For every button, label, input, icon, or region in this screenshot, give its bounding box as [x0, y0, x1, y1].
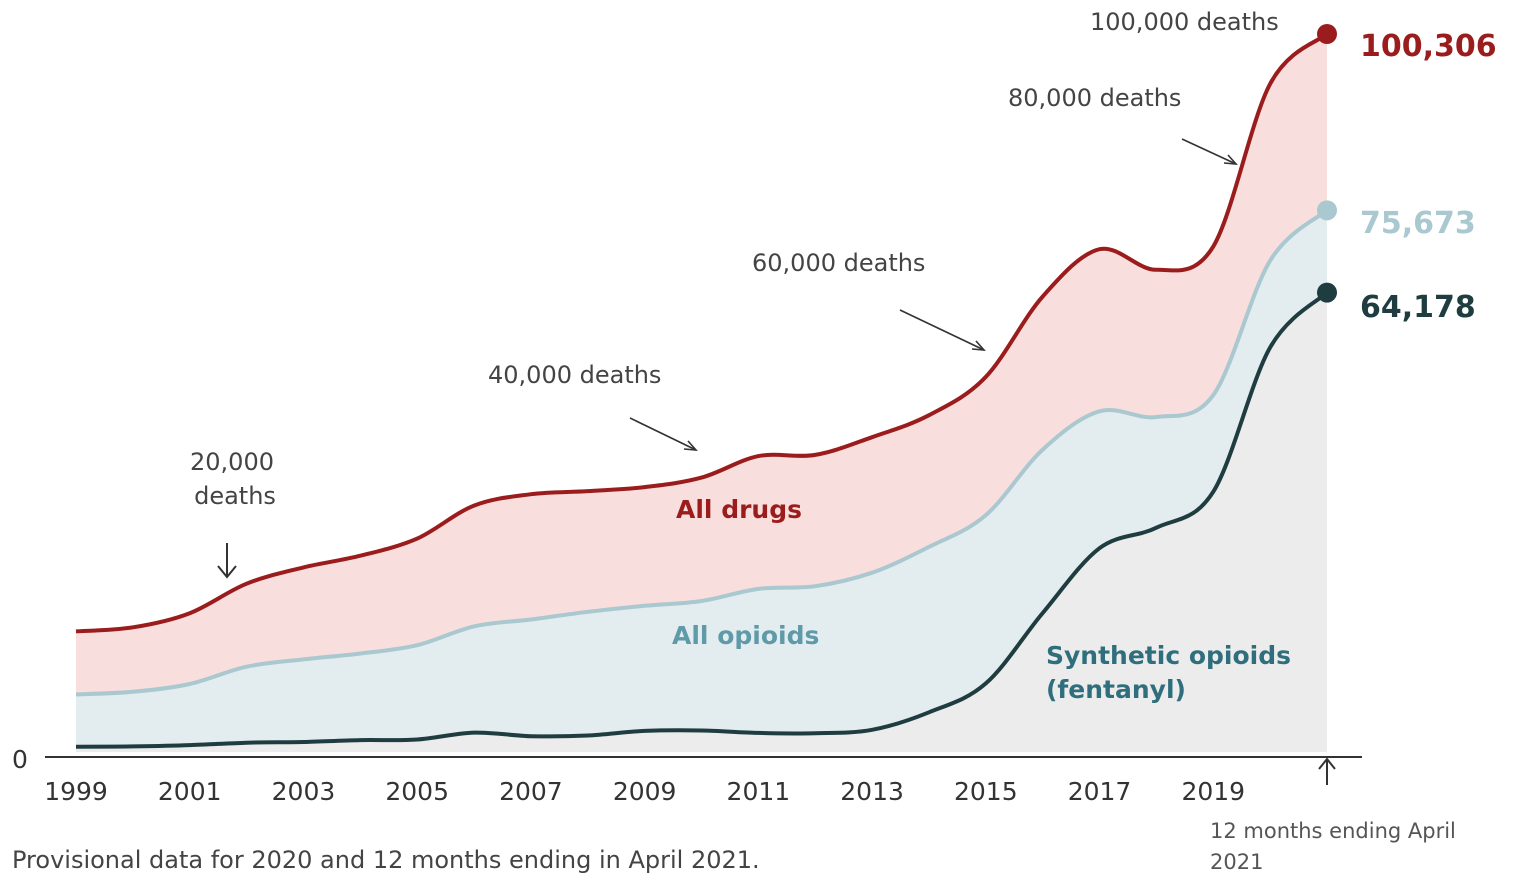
annotation-60k-arrow — [899, 309, 986, 351]
end-label-all-drugs: 100,306 — [1360, 29, 1497, 64]
x-axis: 0 — [12, 745, 1362, 774]
x-tick-label-2015: 2015 — [954, 777, 1018, 806]
series-label-all-drugs: All drugs — [676, 495, 802, 524]
line-all-drugs — [75, 32, 1329, 634]
series-label-synthetic-line1: Synthetic opioids — [1046, 641, 1291, 670]
annotation-20k-arrow — [217, 543, 237, 579]
end-point-all-drugs — [1317, 24, 1337, 44]
area-all-opioids — [76, 210, 1327, 753]
x-tick-label-2005: 2005 — [385, 777, 449, 806]
x-tick-label-2017: 2017 — [1068, 777, 1132, 806]
x-tick-label-2019: 2019 — [1181, 777, 1245, 806]
end-note-arrow — [1318, 757, 1336, 785]
annotation-100k: 100,000 deaths — [1090, 8, 1279, 36]
annotation-80k-arrow — [1181, 138, 1238, 165]
area-synthetic-opioids — [76, 292, 1327, 752]
chart-areas — [76, 34, 1327, 753]
x-tick-label-2011: 2011 — [727, 777, 791, 806]
annotation-60k: 60,000 deaths — [752, 249, 925, 277]
end-point-synthetic-opioids — [1317, 282, 1337, 303]
footnote: Provisional data for 2020 and 12 months … — [12, 846, 760, 874]
end-label-all-opioids: 75,673 — [1360, 206, 1476, 241]
y-tick-label-0: 0 — [12, 745, 28, 774]
line-synthetic-opioids — [75, 291, 1329, 749]
annotation-80k: 80,000 deaths — [1008, 84, 1181, 112]
annotation-20k-line2: deaths — [194, 482, 276, 510]
end-point-all-opioids — [1317, 200, 1337, 221]
x-tick-label-2003: 2003 — [272, 777, 336, 806]
end-note-label: 12 months ending April 2021 — [1210, 819, 1456, 874]
x-tick-labels: 1999 2001 2003 2005 2007 2009 2011 2013 2015 2017… — [44, 777, 1245, 806]
chart-lines — [75, 32, 1329, 749]
line-all-opioids — [75, 208, 1329, 697]
annotation-40k-arrow — [629, 417, 698, 451]
x-tick-label-1999: 1999 — [44, 777, 108, 806]
x-tick-label-2009: 2009 — [613, 777, 677, 806]
series-label-synthetic-line2: (fentanyl) — [1046, 675, 1186, 704]
x-tick-label-2001: 2001 — [158, 777, 222, 806]
end-points — [1317, 24, 1337, 303]
annotation-40k: 40,000 deaths — [488, 361, 661, 389]
x-tick-label-2013: 2013 — [840, 777, 904, 806]
annotation-20k-line1: 20,000 — [190, 448, 274, 476]
series-label-all-opioids: All opioids — [672, 621, 819, 650]
x-tick-label-2007: 2007 — [499, 777, 563, 806]
end-label-synthetic: 64,178 — [1360, 290, 1476, 325]
